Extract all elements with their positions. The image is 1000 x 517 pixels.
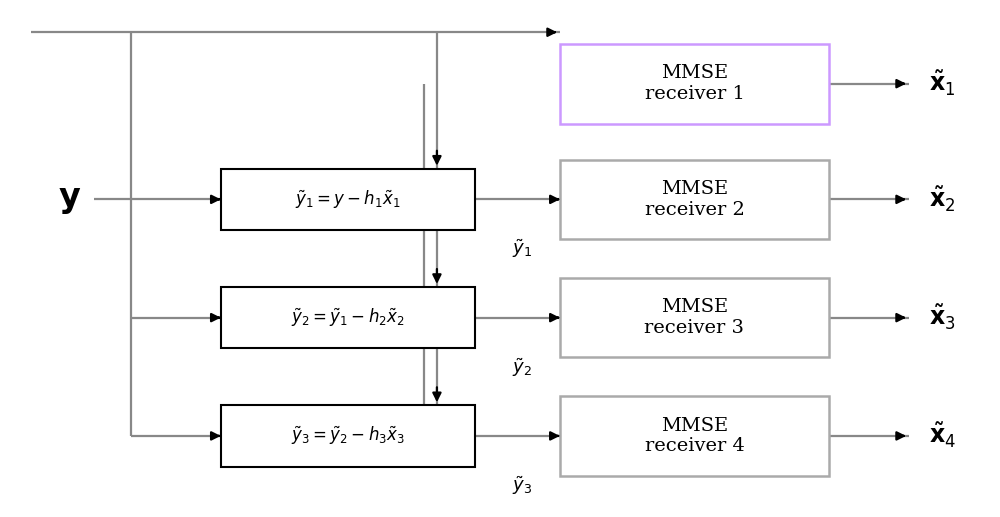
- Bar: [560, 396, 829, 476]
- Text: $\tilde{y}_2=\tilde{y}_1-h_2\tilde{x}_2$: $\tilde{y}_2=\tilde{y}_1-h_2\tilde{x}_2$: [291, 307, 405, 329]
- Text: MMSE
receiver 3: MMSE receiver 3: [644, 298, 744, 337]
- Bar: [221, 287, 475, 348]
- Text: $\tilde{\mathbf{x}}_1$: $\tilde{\mathbf{x}}_1$: [929, 69, 955, 98]
- Text: MMSE
receiver 1: MMSE receiver 1: [645, 64, 744, 103]
- Text: $\tilde{y}_2$: $\tilde{y}_2$: [512, 356, 532, 378]
- Text: $\tilde{y}_1$: $\tilde{y}_1$: [512, 238, 532, 261]
- Bar: [560, 278, 829, 357]
- Text: $\mathbf{y}$: $\mathbf{y}$: [58, 183, 81, 216]
- Text: $\tilde{\mathbf{x}}_3$: $\tilde{\mathbf{x}}_3$: [929, 303, 955, 332]
- Text: MMSE
receiver 4: MMSE receiver 4: [645, 417, 744, 455]
- Bar: [221, 169, 475, 230]
- Text: $\tilde{\mathbf{x}}_2$: $\tilde{\mathbf{x}}_2$: [929, 185, 955, 214]
- Bar: [560, 44, 829, 124]
- Bar: [560, 160, 829, 239]
- Bar: [221, 405, 475, 467]
- Text: $\tilde{y}_1=y-h_1\tilde{x}_1$: $\tilde{y}_1=y-h_1\tilde{x}_1$: [295, 188, 401, 210]
- Text: MMSE
receiver 2: MMSE receiver 2: [645, 180, 744, 219]
- Text: $\tilde{y}_3=\tilde{y}_2-h_3\tilde{x}_3$: $\tilde{y}_3=\tilde{y}_2-h_3\tilde{x}_3$: [291, 425, 405, 447]
- Text: $\tilde{y}_3$: $\tilde{y}_3$: [512, 475, 532, 497]
- Text: $\tilde{\mathbf{x}}_4$: $\tilde{\mathbf{x}}_4$: [929, 421, 956, 450]
